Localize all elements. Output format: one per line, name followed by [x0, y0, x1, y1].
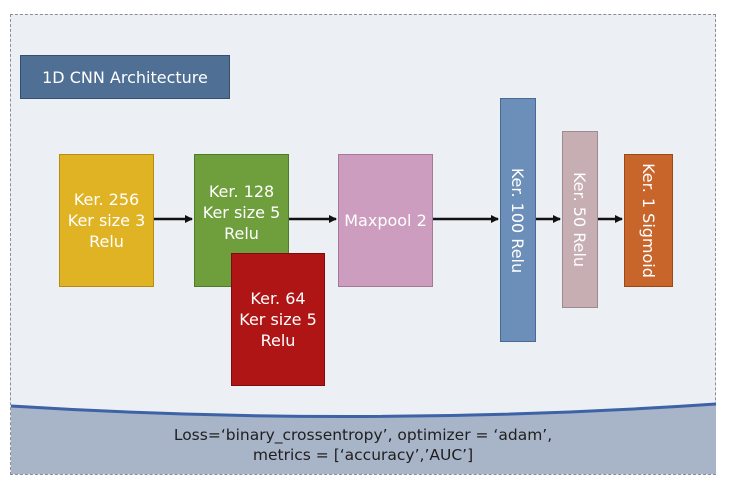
- conv-block-256: Ker. 256 Ker size 3 Relu: [59, 154, 154, 287]
- conv-128-line-1: Ker. 128: [208, 182, 275, 201]
- training-config-line-2: metrics = [‘accuracy’,’AUC’]: [252, 446, 474, 464]
- diagram-title: 1D CNN Architecture: [20, 55, 230, 99]
- conv-128-line-2: Ker size 5: [202, 203, 281, 222]
- conv-128-line-3: Relu: [224, 224, 259, 243]
- conv-256-line-2: Ker size 3: [67, 211, 146, 230]
- conv-256-line-1: Ker. 256: [73, 190, 140, 209]
- conv-64-line-2: Ker size 5: [239, 310, 317, 329]
- diagram-title-text: 1D CNN Architecture: [42, 67, 208, 87]
- conv-256-line-3: Relu: [89, 232, 124, 251]
- training-config: Loss=‘binary_crossentropy’, optimizer = …: [10, 425, 716, 465]
- conv-64-line-3: Relu: [260, 331, 296, 350]
- output-block: Ker. 1 Sigmoid: [624, 154, 673, 287]
- dense-block-50: Ker. 50 Relu: [562, 131, 598, 308]
- dense-block-100: Ker. 100 Relu: [500, 98, 536, 342]
- maxpool-block: Maxpool 2: [338, 154, 433, 287]
- footer-wave-line: [10, 402, 717, 419]
- conv-64-line-1: Ker. 64: [250, 289, 306, 308]
- conv-block-64: Ker. 64 Ker size 5 Relu: [231, 253, 325, 386]
- training-config-line-1: Loss=‘binary_crossentropy’, optimizer = …: [173, 426, 553, 444]
- footer-band-fill: [11, 404, 716, 474]
- maxpool-label: Maxpool 2: [344, 211, 427, 230]
